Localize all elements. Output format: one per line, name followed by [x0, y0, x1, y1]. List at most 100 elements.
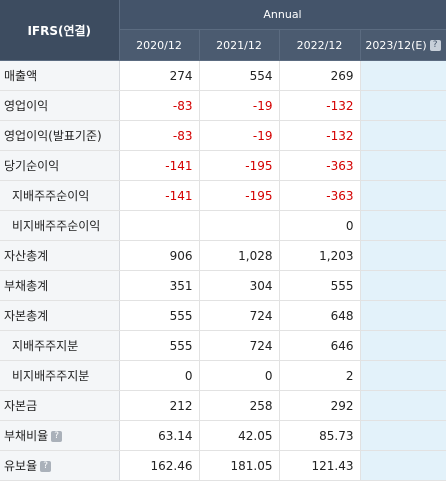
value-cell: 351 — [119, 270, 200, 301]
value-cell: 258 — [199, 390, 280, 421]
table-row: 부채총계 351 304 555 — [0, 270, 446, 301]
value-cell: -19 — [199, 90, 280, 121]
year-label: 2023/12(E) — [365, 38, 427, 52]
value-cell: -83 — [119, 120, 200, 151]
row-label: 자산총계 — [0, 240, 120, 271]
value-cell: -141 — [119, 150, 200, 181]
value-cell: 648 — [279, 300, 361, 331]
value-cell: 85.73 — [279, 420, 361, 451]
table-body: 매출액 274 554 269 영업이익 -83 -19 -132 영업이익(발표기준) -83-… — [0, 60, 446, 481]
table-row: 유보율? 162.46 181.05 121.43 — [0, 450, 446, 481]
value-cell: -19 — [199, 120, 280, 151]
value-cell: 0 — [199, 360, 280, 391]
value-cell: 181.05 — [199, 450, 280, 481]
table-row: 자본총계 555 724 648 — [0, 300, 446, 331]
value-cell: 1,203 — [279, 240, 361, 271]
row-label-text: 영업이익 — [4, 99, 49, 113]
value-cell: 646 — [279, 330, 361, 361]
value-cell: 304 — [199, 270, 280, 301]
estimate-cell — [360, 420, 446, 451]
table-row: 지배주주지분 555 724 646 — [0, 330, 446, 361]
row-label-text: 매출액 — [4, 69, 38, 83]
value-cell: 555 — [119, 330, 200, 361]
row-label-text: 영업이익(발표기준) — [4, 129, 102, 143]
value-cell: 724 — [199, 300, 280, 331]
estimate-cell — [360, 300, 446, 331]
row-label-text: 비지배주주지분 — [12, 369, 90, 383]
estimate-cell — [360, 180, 446, 211]
row-label: 부채총계 — [0, 270, 120, 301]
table-row: 비지배주주순이익 0 — [0, 210, 446, 241]
value-cell: 906 — [119, 240, 200, 271]
row-label-text: 자본금 — [4, 399, 38, 413]
table-row: 영업이익(발표기준) -83 -19 -132 — [0, 120, 446, 151]
help-icon[interactable]: ? — [40, 461, 52, 472]
value-cell — [199, 210, 280, 241]
value-cell: 555 — [279, 270, 361, 301]
row-label-text: 당기순이익 — [4, 159, 60, 173]
help-icon[interactable]: ? — [429, 40, 441, 51]
annual-group-header: Annual — [119, 0, 446, 30]
value-cell: 212 — [119, 390, 200, 421]
value-cell: 121.43 — [279, 450, 361, 481]
value-cell — [119, 210, 200, 241]
row-label: 부채비율? — [0, 420, 120, 451]
value-cell: 554 — [199, 60, 280, 91]
row-label: 유보율? — [0, 450, 120, 481]
estimate-cell — [360, 90, 446, 121]
accounting-standard-header: IFRS(연결) — [0, 0, 120, 61]
estimate-cell — [360, 60, 446, 91]
table-row: 비지배주주지분 0 0 2 — [0, 360, 446, 391]
row-label-text: 비지배주주순이익 — [12, 219, 101, 233]
value-cell: 63.14 — [119, 420, 200, 451]
row-label: 자본총계 — [0, 300, 120, 331]
value-cell: 162.46 — [119, 450, 200, 481]
value-cell: -83 — [119, 90, 200, 121]
value-cell: -132 — [279, 90, 361, 121]
estimate-cell — [360, 360, 446, 391]
value-cell: -363 — [279, 150, 361, 181]
year-header-estimate: 2023/12(E)? — [360, 29, 446, 61]
year-header: 2021/12 — [199, 29, 280, 61]
row-label-text: 부채비율 — [4, 429, 49, 443]
year-header: 2022/12 — [279, 29, 361, 61]
value-cell: 555 — [119, 300, 200, 331]
value-cell: -195 — [199, 150, 280, 181]
value-cell: 724 — [199, 330, 280, 361]
value-cell: -141 — [119, 180, 200, 211]
estimate-cell — [360, 390, 446, 421]
value-cell: 1,028 — [199, 240, 280, 271]
row-label-text: 유보율 — [4, 459, 38, 473]
table-row: 자산총계 906 1,028 1,203 — [0, 240, 446, 271]
row-label: 지배주주순이익 — [0, 180, 120, 211]
value-cell: 2 — [279, 360, 361, 391]
value-cell: 0 — [119, 360, 200, 391]
help-icon[interactable]: ? — [51, 431, 63, 442]
estimate-cell — [360, 120, 446, 151]
value-cell: 42.05 — [199, 420, 280, 451]
row-label: 지배주주지분 — [0, 330, 120, 361]
row-label-text: 자본총계 — [4, 309, 49, 323]
estimate-cell — [360, 210, 446, 241]
row-label: 비지배주주지분 — [0, 360, 120, 391]
row-label-text: 자산총계 — [4, 249, 49, 263]
estimate-cell — [360, 450, 446, 481]
estimate-cell — [360, 240, 446, 271]
value-cell: -363 — [279, 180, 361, 211]
year-header: 2020/12 — [119, 29, 200, 61]
table-row: 매출액 274 554 269 — [0, 60, 446, 91]
table-row: 당기순이익 -141 -195 -363 — [0, 150, 446, 181]
row-label: 매출액 — [0, 60, 120, 91]
row-label: 당기순이익 — [0, 150, 120, 181]
table-row: 지배주주순이익 -141 -195 -363 — [0, 180, 446, 211]
value-cell: -132 — [279, 120, 361, 151]
value-cell: 269 — [279, 60, 361, 91]
value-cell: 274 — [119, 60, 200, 91]
value-cell: -195 — [199, 180, 280, 211]
table-row: 부채비율? 63.14 42.05 85.73 — [0, 420, 446, 451]
row-label: 자본금 — [0, 390, 120, 421]
row-label: 비지배주주순이익 — [0, 210, 120, 241]
table-row: 영업이익 -83 -19 -132 — [0, 90, 446, 121]
value-cell: 292 — [279, 390, 361, 421]
